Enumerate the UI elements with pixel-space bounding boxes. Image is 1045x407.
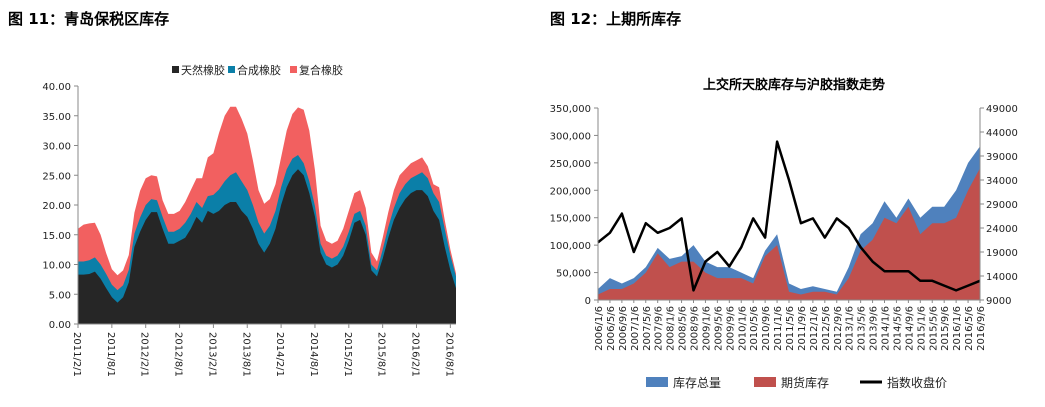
figure-12-title: 图 12：上期所库存 [550, 10, 682, 28]
right-chart: 上交所天胶库存与沪胶指数走势 0 50,000 100,000 150,000 200,0… [550, 77, 1018, 390]
y-tick-label: 150,000 [550, 214, 591, 225]
legend-label: 天然橡胶 [181, 63, 225, 77]
legend-label: 库存总量 [673, 375, 721, 390]
x-tick-label: 2008/5/6 [678, 306, 689, 351]
x-tick-label: 2012/8/1 [173, 332, 184, 377]
x-tick-label: 2009/1/6 [701, 306, 712, 351]
x-tick-label: 2015/2/1 [342, 332, 353, 377]
y2-tick-label: 29000 [986, 200, 1018, 211]
y-tick-label: 35.00 [42, 112, 71, 123]
x-tick-label: 2011/8/1 [105, 332, 116, 377]
x-tick-label: 2013/1/6 [845, 306, 856, 351]
x-tick-label: 2016/9/6 [976, 306, 987, 351]
legend-label: 复合橡胶 [299, 63, 343, 77]
y-tick-label: 0.00 [49, 320, 71, 331]
y2-tick-label: 49000 [986, 104, 1018, 115]
x-tick-label: 2016/2/1 [410, 332, 421, 377]
y-tick-label: 0 [585, 296, 591, 307]
y-tick-label: 25.00 [42, 171, 71, 182]
area-series-1 [78, 169, 456, 324]
figure-11-title: 图 11：青岛保税区库存 [8, 10, 170, 28]
y2-tick-label: 19000 [986, 248, 1018, 259]
y2-tick-label: 39000 [986, 152, 1018, 163]
x-tick-label: 2013/9/6 [869, 306, 880, 351]
y-tick-label: 350,000 [550, 104, 591, 115]
x-tick-label: 2006/1/6 [594, 306, 605, 351]
y-tick-label: 200,000 [550, 186, 591, 197]
x-tick-label: 2006/5/6 [606, 306, 617, 351]
x-tick-label: 2009/9/6 [725, 306, 736, 351]
x-tick-label: 2008/9/6 [690, 306, 701, 351]
y2-tick-label: 14000 [986, 272, 1018, 283]
y-tick-label: 10.00 [42, 261, 71, 272]
x-tick-label: 2009/5/6 [713, 306, 724, 351]
y-tick-label: 250,000 [550, 159, 591, 170]
x-tick-label: 2016/8/1 [443, 332, 454, 377]
x-tick-label: 2014/8/1 [308, 332, 319, 377]
x-tick-label: 2012/2/1 [139, 332, 150, 377]
y-tick-label: 100,000 [550, 241, 591, 252]
y-tick-label: 50,000 [556, 269, 591, 280]
y-tick-label: 300,000 [550, 131, 591, 142]
y2-tick-label: 44000 [986, 128, 1018, 139]
x-tick-label: 2013/5/6 [857, 306, 868, 351]
y2-tick-label: 24000 [986, 224, 1018, 235]
area-series-2 [598, 168, 980, 300]
x-tick-label: 2008/1/6 [666, 306, 677, 351]
x-tick-label: 2007/5/6 [642, 306, 653, 351]
x-tick-label: 2007/9/6 [654, 306, 665, 351]
chart-title: 上交所天胶库存与沪胶指数走势 [703, 77, 885, 93]
x-tick-label: 2015/8/1 [376, 332, 387, 377]
legend-swatch [172, 66, 179, 73]
x-tick-label: 2014/2/1 [274, 332, 285, 377]
x-tick-label: 2007/1/6 [630, 306, 641, 351]
left-chart: 0.00 5.00 10.00 15.00 20.00 25.00 30.00 35.00 40… [42, 63, 456, 377]
x-tick-label: 2015/9/6 [940, 306, 951, 351]
x-tick-label: 2006/9/6 [618, 306, 629, 351]
x-tick-label: 2014/1/6 [881, 306, 892, 351]
legend-label: 期货库存 [781, 375, 829, 390]
x-tick-label: 2012/5/6 [821, 306, 832, 351]
y-tick-label: 40.00 [42, 82, 71, 93]
legend-label: 指数收盘价 [887, 375, 947, 390]
y2-tick-label: 9000 [986, 296, 1011, 307]
x-tick-label: 2013/2/1 [206, 332, 217, 377]
legend-label: 合成橡胶 [237, 63, 281, 77]
x-tick-label: 2011/2/1 [71, 332, 82, 377]
y-tick-label: 15.00 [42, 231, 71, 242]
legend-swatch [754, 377, 776, 387]
index-line [597, 140, 981, 292]
legend-swatch [290, 66, 297, 73]
legend-swatch [228, 66, 235, 73]
x-tick-label: 2015/1/6 [916, 306, 927, 351]
x-tick-label: 2015/5/6 [928, 306, 939, 351]
x-tick-label: 2010/9/6 [761, 306, 772, 351]
x-tick-label: 2016/1/6 [952, 306, 963, 351]
x-tick-label: 2011/9/6 [797, 306, 808, 351]
x-tick-label: 2010/1/6 [737, 306, 748, 351]
y-tick-label: 5.00 [49, 290, 71, 301]
y-tick-label: 20.00 [42, 201, 71, 212]
x-tick-label: 2011/1/6 [773, 306, 784, 351]
y-tick-label: 30.00 [42, 142, 71, 153]
x-tick-label: 2014/5/6 [892, 306, 903, 351]
legend-swatch [646, 377, 668, 387]
x-tick-label: 2013/8/1 [240, 332, 251, 377]
y2-tick-label: 34000 [986, 176, 1018, 187]
x-tick-label: 2014/9/6 [904, 306, 915, 351]
x-tick-label: 2016/5/6 [964, 306, 975, 351]
x-tick-label: 2012/1/6 [809, 306, 820, 351]
x-tick-label: 2012/9/6 [833, 306, 844, 351]
x-tick-label: 2010/5/6 [749, 306, 760, 351]
x-tick-label: 2011/5/6 [785, 306, 796, 351]
